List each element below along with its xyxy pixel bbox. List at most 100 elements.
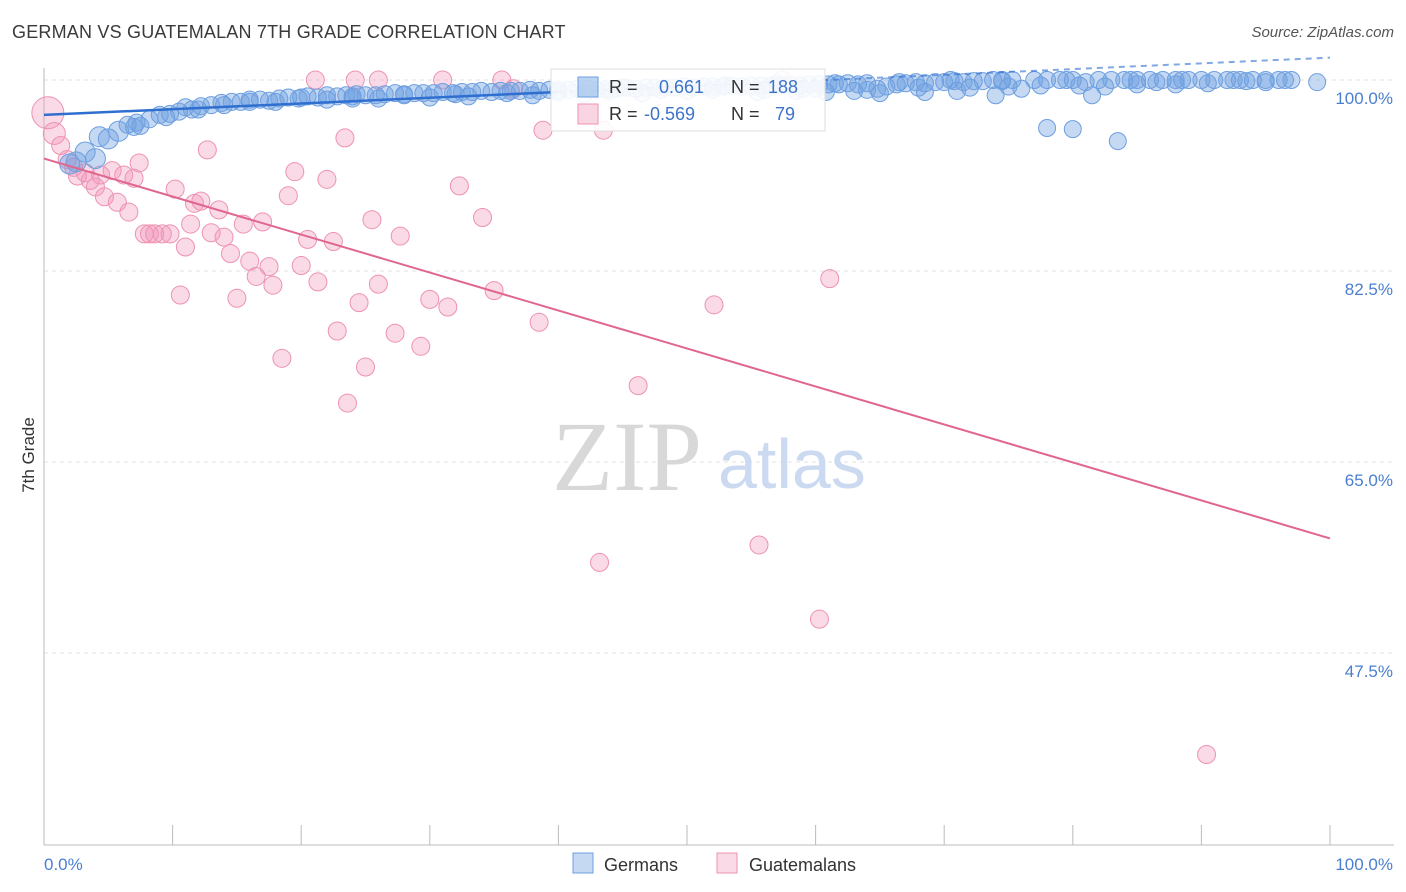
point-german xyxy=(1256,73,1275,92)
point-guatemalan xyxy=(220,244,240,264)
legend-n-value-germans: 188 xyxy=(768,77,798,97)
point-german xyxy=(266,92,285,111)
point-german xyxy=(1031,76,1050,95)
point-guatemalan xyxy=(259,257,279,277)
point-german xyxy=(317,90,336,109)
point-german xyxy=(1128,71,1147,89)
point-german xyxy=(97,128,119,150)
legend-swatch-guatemalans xyxy=(577,103,599,125)
point-german xyxy=(1095,77,1114,96)
point-guatemalan xyxy=(349,293,369,313)
point-german xyxy=(1218,71,1237,89)
point-german xyxy=(1089,71,1108,89)
point-guatemalan xyxy=(227,288,247,308)
point-german xyxy=(1308,73,1327,92)
point-german xyxy=(386,84,405,103)
y-tick-label-1: 82.5% xyxy=(1345,280,1393,299)
point-guatemalan xyxy=(246,266,266,286)
point-guatemalan xyxy=(285,162,305,182)
point-german xyxy=(215,96,234,115)
point-guatemalan xyxy=(628,376,648,396)
point-guatemalan xyxy=(449,176,469,196)
point-german xyxy=(125,117,144,136)
point-german xyxy=(118,115,137,134)
y-tick-labels: 100.0% 82.5% 65.0% 47.5% xyxy=(1335,89,1393,681)
point-german xyxy=(1070,76,1089,95)
point-guatemalan xyxy=(317,169,337,189)
watermark: ZIP atlas xyxy=(552,401,866,512)
point-guatemalan xyxy=(356,357,375,377)
point-guatemalan xyxy=(337,393,357,413)
point-guatemalan xyxy=(278,186,298,206)
point-german xyxy=(131,116,150,135)
point-guatemalan xyxy=(291,256,311,276)
point-german xyxy=(1198,74,1217,93)
point-guatemalan xyxy=(438,297,458,317)
point-german xyxy=(523,86,542,105)
point-guatemalan xyxy=(704,295,724,315)
x-tick-labels: 0.0% 100.0% xyxy=(44,855,1393,874)
legend-r-value-guatemalans: -0.569 xyxy=(644,104,695,124)
point-guatemalan xyxy=(214,227,234,247)
point-guatemalan xyxy=(368,274,388,294)
point-german xyxy=(984,71,1003,89)
legend-box xyxy=(550,68,826,132)
legend-n-label-germans: N = xyxy=(731,77,760,97)
point-german xyxy=(993,71,1012,89)
legend-r-value-germans: 0.661 xyxy=(659,77,704,97)
trend-line-germans xyxy=(43,90,559,117)
point-german xyxy=(1237,72,1256,91)
point-guatemalan xyxy=(175,237,195,257)
point-german xyxy=(1147,73,1166,92)
point-guatemalan xyxy=(529,312,549,332)
bottom-legend-germans: Germans xyxy=(604,855,678,875)
axes xyxy=(43,68,1394,846)
point-guatemalan xyxy=(335,128,355,148)
point-guatemalan xyxy=(51,135,71,155)
point-german xyxy=(157,108,176,127)
point-german xyxy=(1102,71,1121,89)
point-guatemalan xyxy=(181,214,201,234)
grid xyxy=(44,79,1394,654)
bottom-legend-swatch-germans xyxy=(572,852,594,874)
point-german xyxy=(84,148,106,170)
point-guatemalan xyxy=(114,165,134,185)
point-guatemalan xyxy=(42,121,66,145)
point-guatemalan xyxy=(533,120,553,140)
x-tick-label-0: 0.0% xyxy=(44,855,83,874)
y-tick-label-0: 100.0% xyxy=(1335,89,1393,108)
legend-n-label-guatemalans: N = xyxy=(731,104,760,124)
point-guatemalan xyxy=(263,275,283,295)
point-german xyxy=(845,81,864,100)
point-guatemalan xyxy=(152,224,172,244)
point-guatemalan xyxy=(820,269,840,289)
point-german xyxy=(1224,71,1243,89)
point-german xyxy=(1230,71,1249,89)
point-german xyxy=(240,92,259,111)
legend-swatch-germans xyxy=(577,76,599,98)
point-german xyxy=(858,80,877,99)
point-german xyxy=(1108,132,1127,151)
point-german xyxy=(999,77,1018,96)
point-german xyxy=(1121,71,1140,89)
legend-r-label-germans: R = xyxy=(609,77,638,97)
point-german xyxy=(395,86,414,105)
point-guatemalan xyxy=(1197,745,1217,765)
point-guatemalan xyxy=(124,168,144,188)
point-german xyxy=(1038,119,1057,138)
point-german xyxy=(74,141,96,163)
point-guatemalan xyxy=(272,348,292,368)
point-guatemalan xyxy=(362,210,382,230)
point-german xyxy=(1166,71,1185,89)
y-tick-label-2: 65.0% xyxy=(1345,471,1393,490)
point-guatemalan xyxy=(473,208,493,228)
point-guatemalan xyxy=(197,140,217,160)
point-guatemalan xyxy=(119,202,139,222)
y-tick-label-3: 47.5% xyxy=(1345,662,1393,681)
point-german xyxy=(1282,71,1301,89)
point-german xyxy=(108,120,130,142)
point-guatemalan xyxy=(327,321,347,341)
legend-n-value-guatemalans: 79 xyxy=(775,104,795,124)
source-label: Source: ZipAtlas.com xyxy=(1251,24,1394,41)
